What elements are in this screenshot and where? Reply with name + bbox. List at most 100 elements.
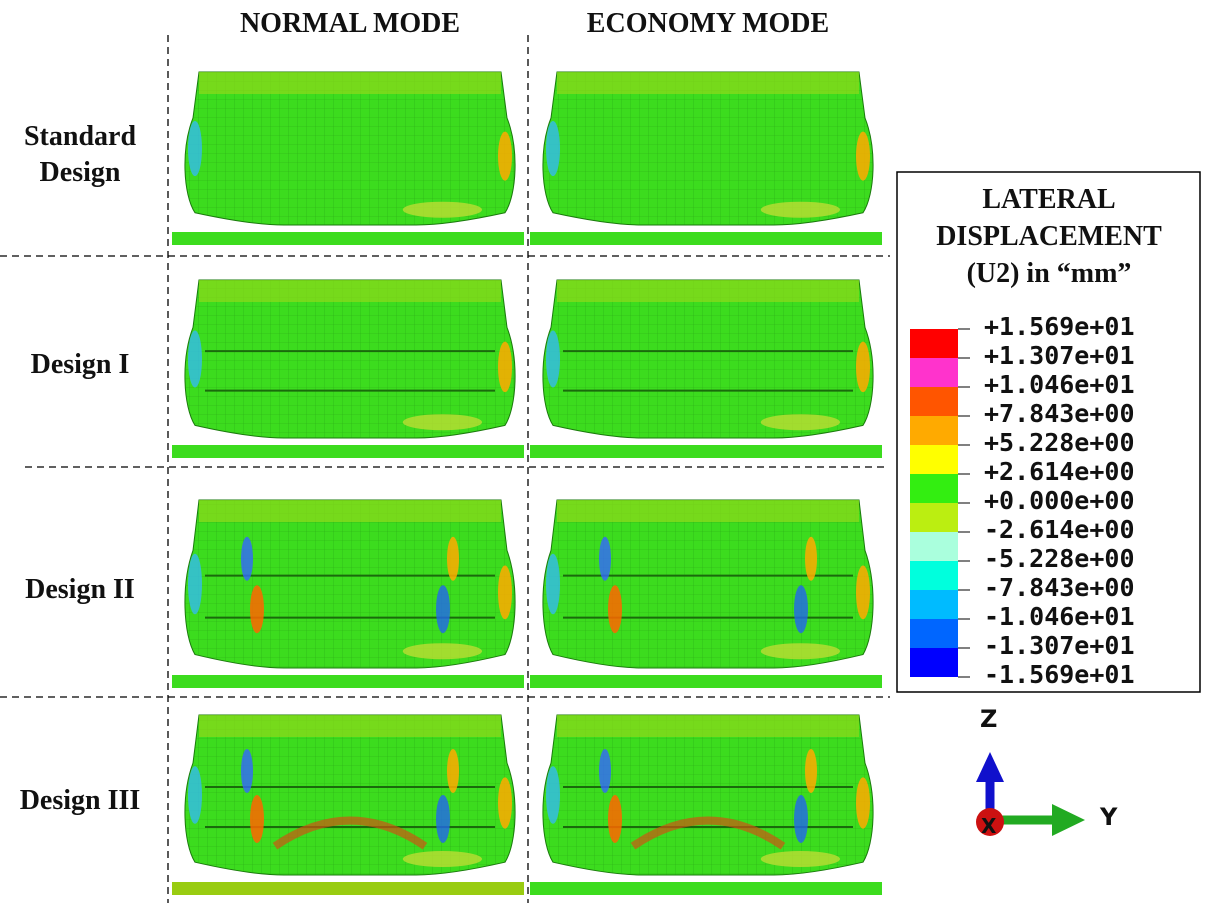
side-patch xyxy=(608,795,622,843)
side-patch xyxy=(546,120,560,177)
row-label: Design II xyxy=(25,574,135,605)
side-patch xyxy=(188,553,202,615)
side-patch xyxy=(188,120,202,177)
legend-label: +7.843e+00 xyxy=(984,399,1135,428)
side-patch xyxy=(546,766,560,824)
side-patch xyxy=(241,749,253,793)
ground xyxy=(172,882,524,895)
bottom-patch xyxy=(760,414,841,431)
legend-swatch xyxy=(910,503,958,532)
row-label: Design I xyxy=(30,349,130,380)
axis-label: X xyxy=(981,814,997,838)
ground xyxy=(530,445,882,458)
legend-swatch xyxy=(910,561,958,590)
row-label: Standard Design xyxy=(23,120,137,188)
axis-label: Y xyxy=(1100,803,1118,831)
side-patch xyxy=(805,536,817,581)
legend-swatch xyxy=(910,416,958,445)
side-patch xyxy=(856,131,870,181)
ground xyxy=(172,675,524,688)
ground xyxy=(172,445,524,458)
tire-result xyxy=(542,499,874,669)
side-patch xyxy=(856,341,870,393)
tire-result xyxy=(542,714,874,876)
side-patch xyxy=(436,795,450,843)
bottom-patch xyxy=(402,851,482,867)
legend-label: +1.046e+01 xyxy=(984,370,1135,399)
bottom-patch xyxy=(402,414,482,431)
tire-mesh xyxy=(184,72,516,225)
dividers xyxy=(0,35,890,903)
side-patch xyxy=(188,766,202,824)
tire-tread xyxy=(199,500,501,522)
legend-label: +5.228e+00 xyxy=(984,428,1135,457)
bottom-patch xyxy=(760,201,841,218)
tire-tread xyxy=(557,72,859,94)
side-patch xyxy=(856,565,870,620)
bottom-patch xyxy=(402,643,482,660)
axis-triad xyxy=(976,752,1085,836)
row-label: Design III xyxy=(19,785,141,816)
buckle xyxy=(630,816,786,850)
legend-swatch xyxy=(910,532,958,561)
legend-swatch xyxy=(910,445,958,474)
legend-label: +2.614e+00 xyxy=(984,457,1135,486)
tire-mesh xyxy=(184,500,516,668)
legend-label: -1.307e+01 xyxy=(984,631,1135,660)
ground xyxy=(530,675,882,688)
side-patch xyxy=(599,536,611,581)
side-patch xyxy=(498,777,512,829)
ground xyxy=(172,232,524,245)
tire-result xyxy=(542,71,874,226)
legend-swatch xyxy=(910,329,958,358)
side-patch xyxy=(498,341,512,393)
legend-swatch xyxy=(910,590,958,619)
side-patch xyxy=(546,330,560,388)
legend-title: (U2) in “mm” xyxy=(966,258,1132,289)
tire-result xyxy=(184,279,516,439)
side-patch xyxy=(805,749,817,793)
ground xyxy=(530,882,882,895)
tire-result xyxy=(184,499,516,669)
side-patch xyxy=(498,131,512,181)
side-patch xyxy=(546,553,560,615)
legend-title: DISPLACEMENT xyxy=(936,221,1162,252)
side-patch xyxy=(250,795,264,843)
side-patch xyxy=(498,565,512,620)
tire-tread xyxy=(557,500,859,522)
tire-tread xyxy=(199,280,501,302)
bottom-patch xyxy=(760,851,841,867)
legend-label: +1.307e+01 xyxy=(984,341,1135,370)
bottom-patch xyxy=(760,643,841,660)
side-patch xyxy=(241,536,253,581)
legend-swatch xyxy=(910,474,958,503)
tire-result xyxy=(184,71,516,226)
axis-label: Z xyxy=(980,705,998,733)
legend-label: -2.614e+00 xyxy=(984,515,1135,544)
legend-box xyxy=(896,171,1201,693)
legend-label: -7.843e+00 xyxy=(984,573,1135,602)
tire-tread xyxy=(199,72,501,94)
side-patch xyxy=(436,585,450,634)
tire-tread xyxy=(557,715,859,737)
legend-label: -1.046e+01 xyxy=(984,602,1135,631)
side-patch xyxy=(794,795,808,843)
tire-tread xyxy=(557,280,859,302)
legend-label: -5.228e+00 xyxy=(984,544,1135,573)
legend-swatch xyxy=(910,387,958,416)
side-patch xyxy=(447,749,459,793)
legend-swatch xyxy=(910,358,958,387)
tire-result xyxy=(542,279,874,439)
legend-label: +1.569e+01 xyxy=(984,312,1135,341)
tire-mesh xyxy=(184,715,516,875)
tire-mesh xyxy=(542,72,874,225)
side-patch xyxy=(856,777,870,829)
legend-swatch xyxy=(910,648,958,677)
side-patch xyxy=(608,585,622,634)
legend-swatch xyxy=(910,619,958,648)
tire-mesh xyxy=(542,500,874,668)
side-patch xyxy=(188,330,202,388)
legend-label: +0.000e+00 xyxy=(984,486,1135,515)
